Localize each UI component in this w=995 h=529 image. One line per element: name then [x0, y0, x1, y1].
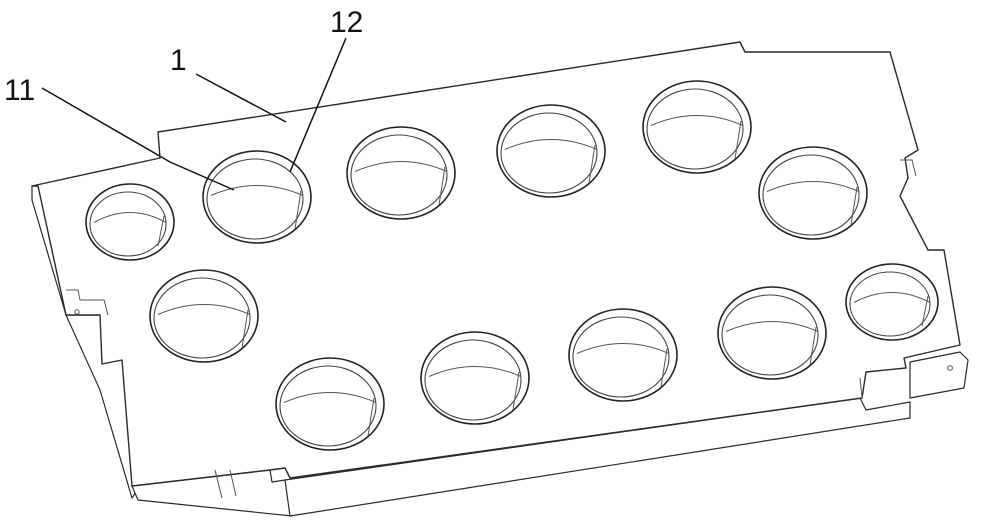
hole-step-line	[283, 392, 377, 403]
leader-line-plate	[195, 73, 287, 123]
hole-seam-line	[241, 309, 249, 349]
hole-seam-line	[809, 326, 817, 366]
hole	[346, 126, 456, 220]
hole-step-line	[354, 161, 448, 172]
hole-step-line	[725, 321, 819, 332]
hole-inner-wall	[500, 112, 598, 194]
hole-inner-wall	[721, 294, 819, 376]
hole-seam-line	[588, 144, 596, 184]
hole-seam-line	[438, 166, 446, 206]
hole-seam-line	[512, 371, 520, 411]
hole	[496, 104, 606, 198]
hole	[758, 146, 868, 240]
hole-seam-line	[660, 348, 668, 388]
ref-label-hole: 11	[4, 74, 35, 107]
hole	[568, 308, 678, 402]
hole-inner-wall	[849, 271, 931, 337]
hole-inner-wall	[153, 277, 251, 359]
hole	[85, 183, 175, 261]
hole-step-line	[576, 343, 670, 354]
hole-seam-line	[367, 397, 375, 437]
hole-step-line	[93, 212, 167, 223]
hole-inner-wall	[206, 158, 304, 240]
hole-step-line	[210, 185, 304, 196]
hole-step-line	[650, 115, 744, 126]
hole-seam-line	[157, 215, 165, 247]
ref-label-plate: 1	[170, 44, 187, 77]
hole-inner-wall	[762, 154, 860, 236]
plate-notch-details	[66, 159, 953, 499]
hole-step-line	[504, 139, 598, 150]
hole-inner-wall	[279, 365, 377, 447]
hole	[202, 150, 312, 244]
hole-array	[85, 80, 939, 451]
hole-inner-wall	[350, 134, 448, 216]
hole	[420, 331, 530, 425]
hole-step-line	[853, 292, 931, 303]
hole-seam-line	[294, 190, 302, 230]
leader-line-hole-wall	[289, 37, 347, 173]
hole	[149, 269, 259, 363]
hole	[275, 357, 385, 451]
hole-step-line	[766, 181, 860, 192]
hole-seam-line	[850, 186, 858, 226]
hole	[845, 263, 939, 341]
hole	[642, 80, 752, 174]
hole-step-line	[157, 304, 251, 315]
hole-inner-wall	[646, 88, 744, 170]
leader-line-hole	[41, 87, 235, 191]
leader-lines	[41, 37, 347, 191]
ref-label-hole-wall: 12	[330, 6, 363, 39]
hole-inner-wall	[424, 339, 522, 421]
hole	[717, 286, 827, 380]
hole-step-line	[428, 366, 522, 377]
hole-inner-wall	[89, 191, 167, 257]
hole-inner-wall	[572, 316, 670, 398]
hole-seam-line	[734, 120, 742, 160]
hole-seam-line	[921, 295, 929, 327]
